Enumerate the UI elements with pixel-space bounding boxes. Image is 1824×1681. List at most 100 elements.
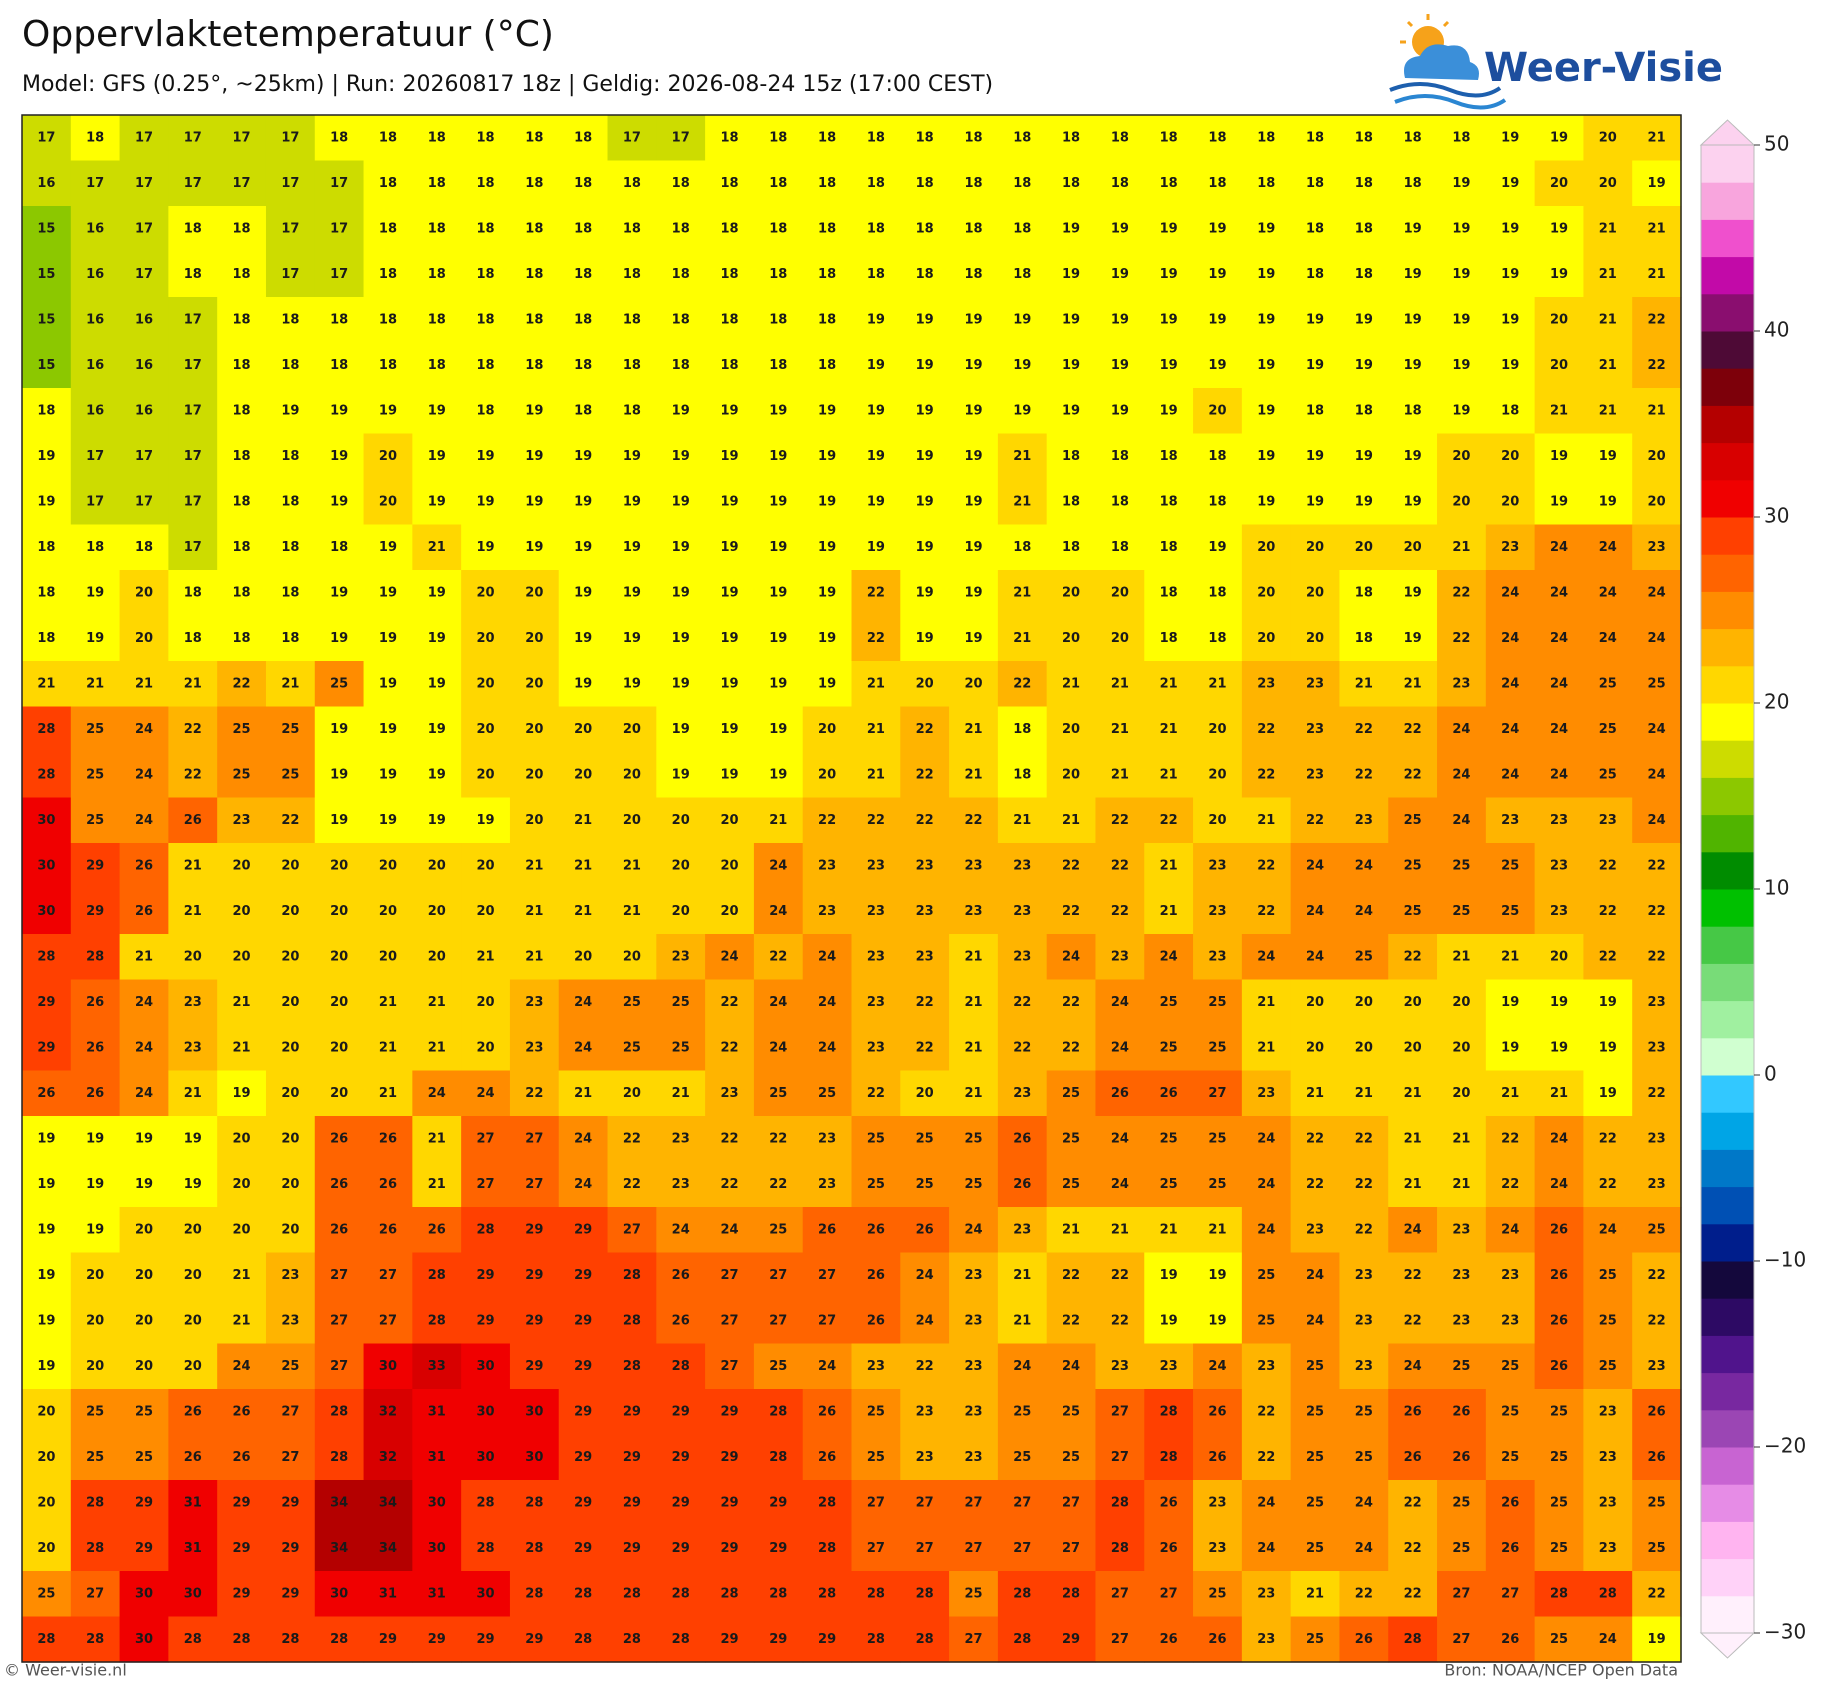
colorbar-band	[1701, 889, 1754, 927]
temperature-label: 30	[379, 1359, 397, 1374]
temperature-label: 22	[1648, 1086, 1666, 1101]
temperature-label: 31	[428, 1404, 446, 1419]
temperature-label: 22	[1062, 904, 1080, 919]
temperature-label: 20	[37, 1495, 55, 1510]
temperature-label: 30	[37, 858, 55, 873]
colorbar-band	[1701, 777, 1754, 816]
temperature-cell	[22, 979, 72, 1026]
temperature-cell	[1437, 524, 1487, 571]
temperature-cell	[997, 706, 1048, 753]
temperature-cell	[70, 251, 121, 298]
temperature-label: 28	[1013, 1586, 1031, 1601]
temperature-label: 21	[623, 904, 641, 919]
temperature-label: 26	[428, 1222, 446, 1237]
temperature-label: 23	[1355, 813, 1373, 828]
temperature-label: 19	[1599, 449, 1617, 464]
temperature-label: 19	[1208, 540, 1226, 555]
temperature-cell	[1046, 479, 1097, 526]
temperature-cell	[607, 115, 657, 162]
temperature-cell	[802, 297, 853, 344]
temperature-label: 24	[1648, 722, 1666, 737]
temperature-label: 19	[769, 676, 787, 691]
temperature-label: 24	[428, 1086, 446, 1101]
temperature-cell	[119, 979, 169, 1026]
temperature-label: 23	[1599, 813, 1617, 828]
temperature-label: 24	[1501, 585, 1519, 600]
temperature-label: 25	[769, 1086, 787, 1101]
temperature-label: 19	[867, 449, 885, 464]
temperature-cell	[70, 433, 121, 480]
temperature-label: 19	[1404, 585, 1422, 600]
temperature-cell	[753, 797, 804, 844]
temperature-label: 18	[720, 130, 738, 145]
temperature-label: 22	[1648, 312, 1666, 327]
temperature-label: 18	[1355, 403, 1373, 418]
temperature-label: 29	[281, 1541, 299, 1556]
temperature-cell	[949, 524, 999, 571]
temperature-label: 18	[574, 312, 592, 327]
temperature-cell	[558, 433, 609, 480]
temperature-label: 27	[525, 1177, 543, 1192]
temperature-cell	[1144, 160, 1194, 207]
temperature-label: 18	[86, 540, 104, 555]
temperature-label: 18	[1208, 631, 1226, 646]
temperature-label: 20	[1404, 995, 1422, 1010]
temperature-cell	[1095, 888, 1145, 935]
temperature-label: 26	[1160, 1632, 1178, 1647]
temperature-cell	[802, 752, 853, 799]
temperature-label: 22	[1111, 813, 1129, 828]
temperature-label: 25	[1648, 1495, 1666, 1510]
temperature-cell	[314, 115, 365, 162]
temperature-label: 25	[1062, 1177, 1080, 1192]
temperature-label: 25	[1355, 949, 1373, 964]
temperature-label: 19	[1599, 995, 1617, 1010]
temperature-cell	[558, 479, 609, 526]
temperature-label: 34	[379, 1495, 397, 1510]
temperature-label: 27	[818, 1313, 836, 1328]
temperature-label: 25	[867, 1131, 885, 1146]
temperature-cell	[949, 934, 999, 981]
temperature-cell	[851, 115, 901, 162]
temperature-label: 17	[330, 176, 348, 191]
temperature-cell	[119, 843, 169, 890]
temperature-cell	[1437, 433, 1487, 480]
temperature-label: 19	[1160, 1313, 1178, 1328]
temperature-cell	[168, 661, 218, 708]
temperature-cell	[265, 297, 316, 344]
temperature-label: 19	[964, 585, 982, 600]
temperature-label: 24	[135, 1040, 153, 1055]
temperature-cell	[314, 251, 365, 298]
temperature-cell	[997, 524, 1048, 571]
temperature-label: 18	[281, 540, 299, 555]
temperature-label: 18	[1306, 403, 1324, 418]
temperature-cell	[412, 524, 462, 571]
temperature-label: 20	[330, 949, 348, 964]
temperature-cell	[119, 797, 169, 844]
temperature-cell	[705, 888, 755, 935]
temperature-label: 24	[1452, 813, 1470, 828]
temperature-cell	[1534, 843, 1585, 890]
temperature-label: 18	[1062, 176, 1080, 191]
logo-wave	[1389, 82, 1502, 98]
temperature-cell	[558, 160, 609, 207]
temperature-label: 29	[1062, 1632, 1080, 1647]
temperature-cell	[217, 888, 267, 935]
colorbar-band	[1701, 293, 1754, 332]
temperature-cell	[558, 615, 609, 662]
temperature-cell	[412, 570, 462, 617]
temperature-label: 18	[916, 267, 934, 282]
temperature-label: 21	[1160, 1222, 1178, 1237]
temperature-cell	[1534, 206, 1585, 253]
map-field: 17 18 17 17 17 17 18 18 18 18 18 18 17 17 18 18 18 18 18 18…	[22, 115, 1682, 1663]
temperature-label: 21	[623, 858, 641, 873]
temperature-label: 25	[1257, 1313, 1275, 1328]
temperature-label: 26	[184, 1404, 202, 1419]
temperature-label: 27	[1013, 1495, 1031, 1510]
temperature-label: 28	[233, 1632, 251, 1647]
temperature-cell	[997, 615, 1048, 662]
temperature-cell	[265, 160, 316, 207]
temperature-label: 23	[1257, 676, 1275, 691]
temperature-label: 23	[1257, 1632, 1275, 1647]
temperature-label: 24	[1550, 540, 1568, 555]
temperature-label: 31	[379, 1586, 397, 1601]
